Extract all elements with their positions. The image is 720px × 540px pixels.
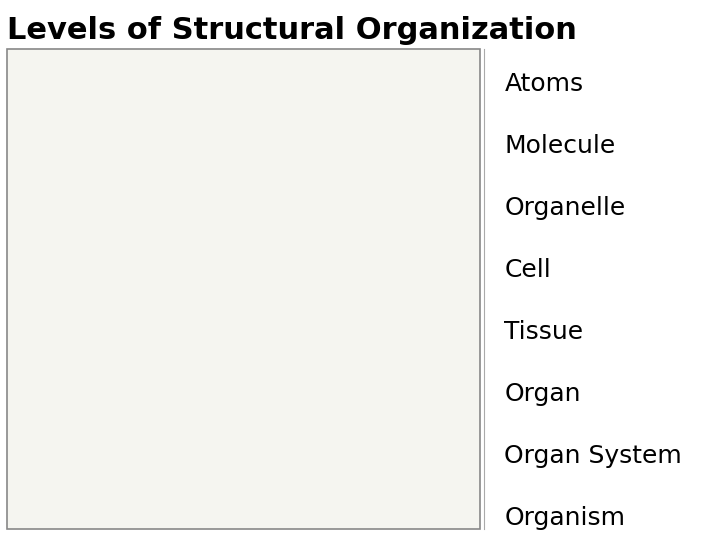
Text: Organelle: Organelle xyxy=(505,196,626,220)
Text: Tissue: Tissue xyxy=(505,320,583,344)
Text: Organism: Organism xyxy=(505,507,626,530)
Text: Atoms: Atoms xyxy=(505,72,583,96)
Text: Organ System: Organ System xyxy=(505,444,682,468)
Text: Organ: Organ xyxy=(505,382,581,406)
Text: Molecule: Molecule xyxy=(505,134,616,158)
FancyBboxPatch shape xyxy=(7,49,480,529)
Text: Cell: Cell xyxy=(505,258,551,282)
Text: Levels of Structural Organization: Levels of Structural Organization xyxy=(7,16,577,45)
